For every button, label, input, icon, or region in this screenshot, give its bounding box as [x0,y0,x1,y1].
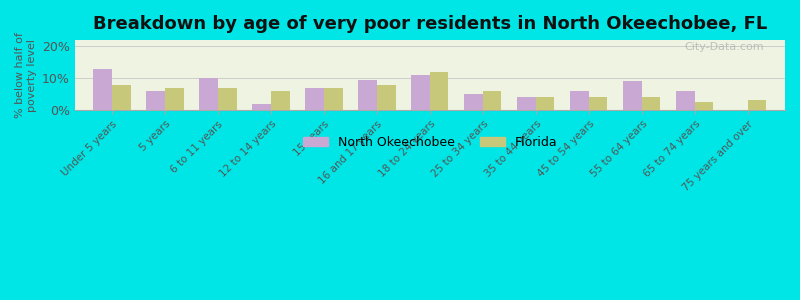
Bar [483,91,502,110]
Bar [199,78,218,110]
Bar [464,94,483,110]
Bar [377,85,395,110]
Bar [146,91,165,110]
Bar [695,102,714,110]
Title: Breakdown by age of very poor residents in North Okeechobee, FL: Breakdown by age of very poor residents … [93,15,767,33]
Bar [570,91,589,110]
Bar [518,97,536,110]
Bar [165,88,183,110]
Bar [623,81,642,110]
Bar [411,75,430,110]
Bar [536,97,554,110]
Bar [642,97,661,110]
Bar [430,72,449,110]
Bar [94,69,112,110]
Bar [748,100,766,110]
Bar [112,85,130,110]
Bar [271,91,290,110]
Y-axis label: % below half of
poverty level: % below half of poverty level [15,32,37,118]
Bar [253,103,271,110]
Bar [324,88,342,110]
Bar [358,80,377,110]
Text: City-Data.com: City-Data.com [684,42,764,52]
Legend: North Okeechobee, Florida: North Okeechobee, Florida [298,131,562,154]
Bar [589,97,607,110]
Bar [306,88,324,110]
Bar [676,91,695,110]
Bar [218,88,237,110]
